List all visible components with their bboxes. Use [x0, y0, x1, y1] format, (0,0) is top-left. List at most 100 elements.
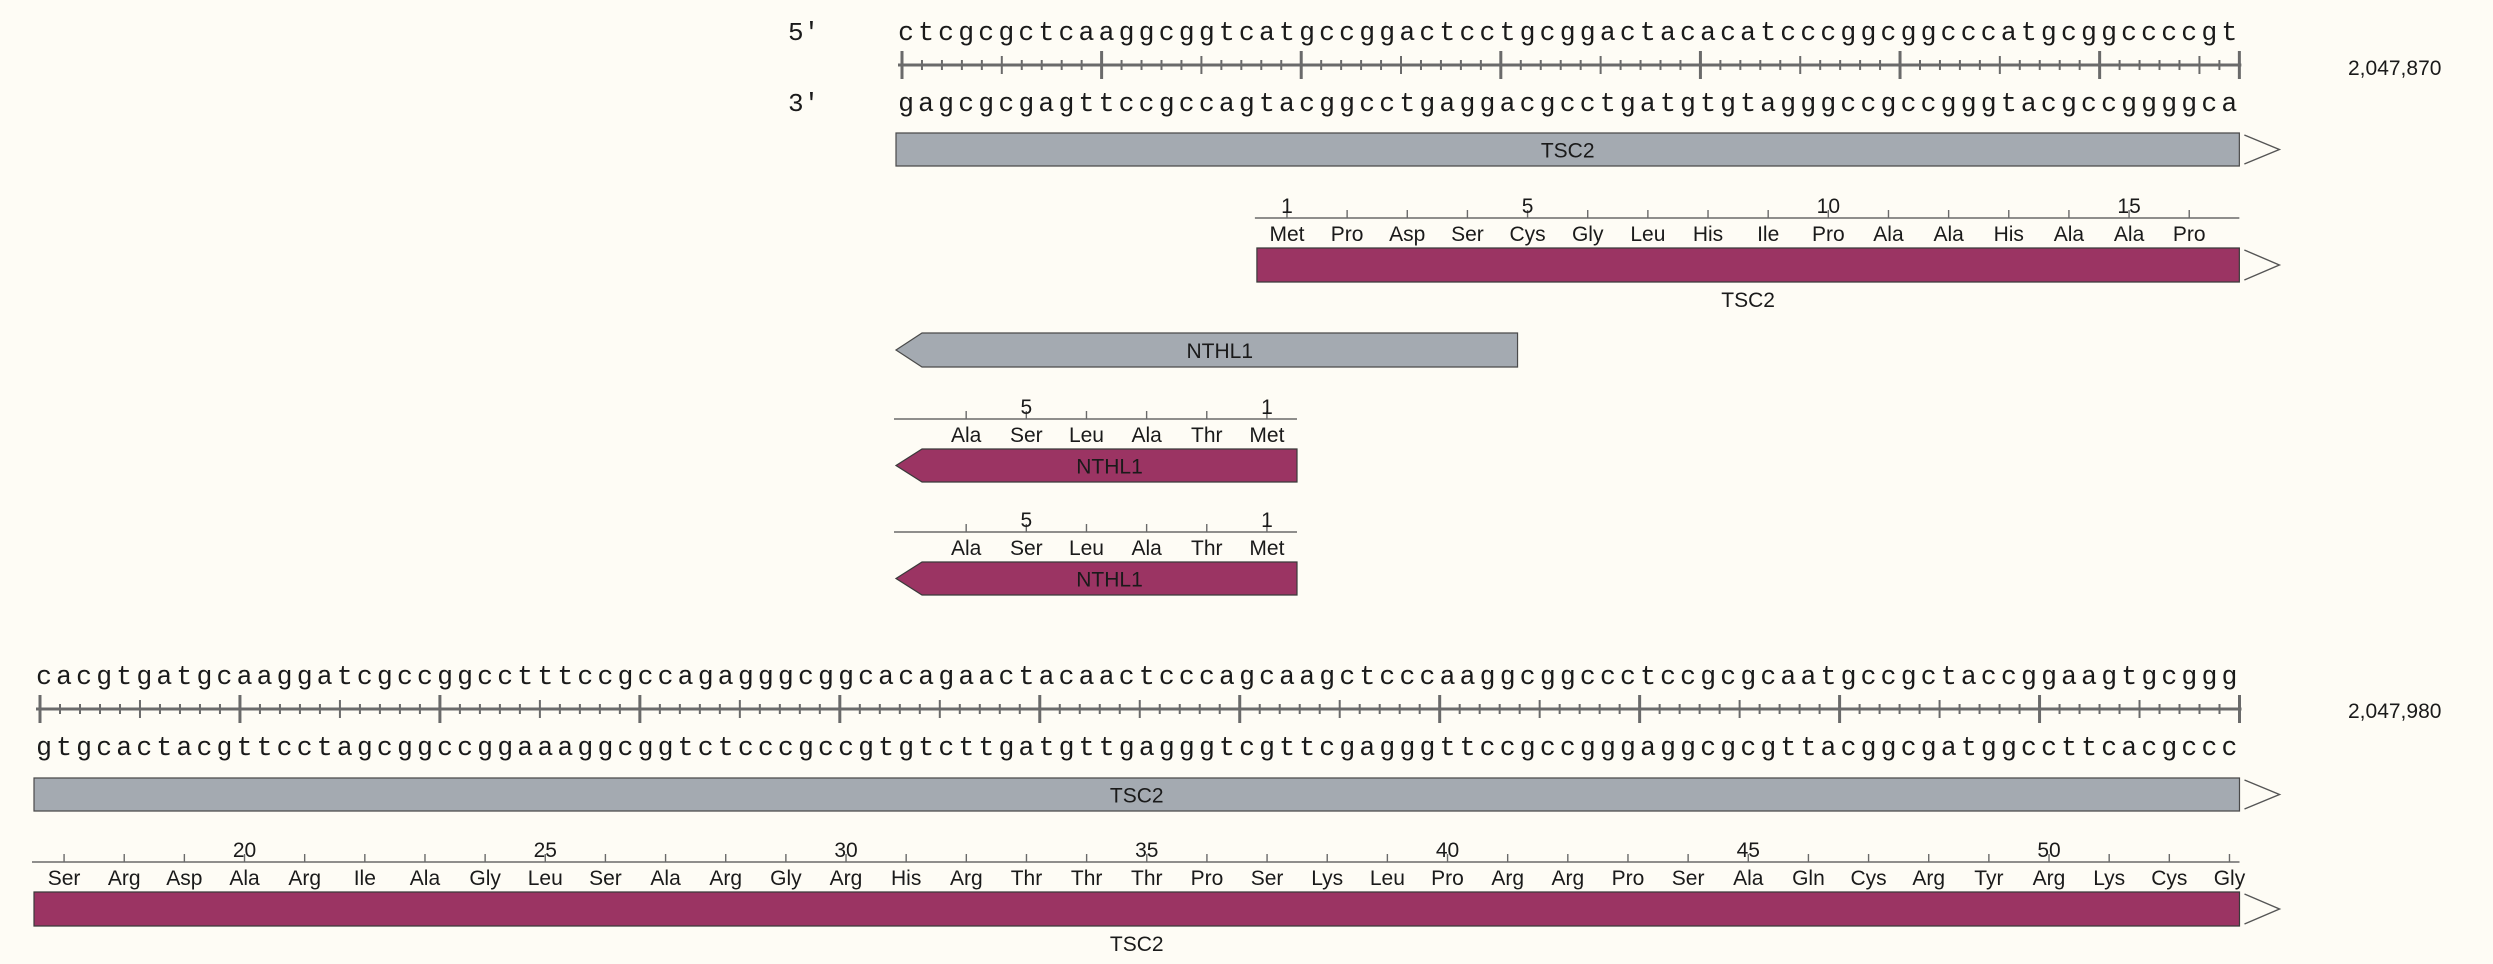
bottom-strand-base: c [758, 733, 774, 763]
bottom-strand-base: g [577, 733, 593, 763]
top-strand-base: c [1620, 662, 1636, 692]
top-strand-base: c [497, 662, 513, 692]
top-strand-base: g [2101, 18, 2117, 48]
residue-number: 20 [233, 839, 256, 862]
bottom-strand-base: g [898, 89, 914, 119]
bottom-strand-base: g [2121, 89, 2137, 119]
top-strand-base: a [1700, 18, 1716, 48]
top-strand-base: c [1058, 18, 1074, 48]
bottom-strand-base: g [1760, 733, 1776, 763]
bottom-strand-base: t [1700, 89, 1716, 119]
top-strand-base: c [1861, 662, 1877, 692]
cds-bar-tsc2[interactable] [1256, 247, 2240, 283]
bottom-strand-base: c [1901, 733, 1917, 763]
residue-number: 5 [1020, 509, 1032, 532]
top-strand-base: a [878, 662, 894, 692]
top-strand-base: c [417, 662, 433, 692]
top-strand-base: c [1800, 18, 1816, 48]
top-strand-base: g [1901, 18, 1917, 48]
top-strand-base: c [1680, 662, 1696, 692]
top-strand-base: t [337, 662, 353, 692]
bottom-strand-base: c [2081, 89, 2097, 119]
top-strand-base: t [1019, 662, 1035, 692]
top-strand-base: g [2141, 662, 2157, 692]
bottom-strand-base: t [1259, 89, 1275, 119]
top-strand-base: a [1039, 662, 1055, 692]
bottom-strand-base: c [778, 733, 794, 763]
top-strand-base: c [1981, 18, 1997, 48]
top-strand-base: c [1921, 662, 1937, 692]
bottom-strand-base: t [1079, 733, 1095, 763]
bottom-strand-base: g [638, 733, 654, 763]
top-strand-base: a [156, 662, 172, 692]
bottom-strand-base: c [2141, 733, 2157, 763]
amino-acid: Asp [166, 867, 202, 890]
top-strand-base: t [557, 662, 573, 692]
top-strand-base: t [1500, 18, 1516, 48]
amino-acid: Ser [1010, 537, 1043, 560]
amino-acid: Tyr [1974, 867, 2003, 890]
bottom-strand-base: a [176, 733, 192, 763]
bottom-strand-base: g [1480, 89, 1496, 119]
amino-acid: Ala [650, 867, 681, 890]
bottom-strand-base: g [477, 733, 493, 763]
bottom-strand-base: a [1279, 89, 1295, 119]
gene-bar-tsc2[interactable] [895, 132, 2240, 167]
bottom-strand-base: g [2181, 89, 2197, 119]
top-strand-base: c [1520, 662, 1536, 692]
bottom-strand-base: a [918, 89, 934, 119]
bottom-strand-base: g [1620, 89, 1636, 119]
top-strand-base: c [1379, 662, 1395, 692]
top-strand-base: c [2001, 662, 2017, 692]
top-strand-base: a [257, 662, 273, 692]
top-strand-base: c [1660, 662, 1676, 692]
top-strand-base: g [778, 662, 794, 692]
cds-bar-nthl1[interactable] [894, 561, 1298, 596]
bottom-strand-base: a [1640, 733, 1656, 763]
bottom-strand-base: c [96, 733, 112, 763]
amino-acid: Met [1249, 537, 1284, 560]
top-strand-base: c [217, 662, 233, 692]
top-strand-base: g [1520, 18, 1536, 48]
top-strand-base: c [1399, 662, 1415, 692]
bottom-strand-base: a [517, 733, 533, 763]
top-strand-base: t [918, 18, 934, 48]
gene-bar-tsc2[interactable] [33, 777, 2241, 812]
top-strand-base: t [1640, 662, 1656, 692]
bottom-strand-base: g [1119, 733, 1135, 763]
top-strand-base: a [1440, 662, 1456, 692]
top-strand-base: g [1319, 662, 1335, 692]
bottom-strand-base: g [1018, 89, 1034, 119]
bottom-strand-base: g [798, 733, 814, 763]
top-strand-base: a [1780, 662, 1796, 692]
bottom-strand-base: c [1560, 733, 1576, 763]
bottom-strand-base: a [337, 733, 353, 763]
bottom-strand-base: t [1299, 733, 1315, 763]
top-strand-base: a [1299, 662, 1315, 692]
amino-acid: Pro [1812, 223, 1845, 246]
top-strand-base: c [1179, 662, 1195, 692]
amino-acid: Ser [48, 867, 81, 890]
top-strand-base: c [898, 662, 914, 692]
cds-bar-tsc2[interactable] [33, 891, 2241, 927]
amino-acid: Leu [1370, 867, 1405, 890]
amino-acid: Arg [108, 867, 141, 890]
bottom-strand-base: g [1981, 89, 1997, 119]
top-strand-base: c [1981, 662, 1997, 692]
bottom-strand-base: t [678, 733, 694, 763]
top-strand-base: a [1600, 18, 1616, 48]
amino-acid: Cys [1509, 223, 1545, 246]
amino-acid: Ala [1733, 867, 1764, 890]
gene-bar-nthl1[interactable] [894, 332, 1519, 368]
bottom-strand-base: t [958, 733, 974, 763]
bottom-strand-base: g [357, 733, 373, 763]
feature-label: NTHL1 [1076, 456, 1143, 479]
top-strand-base: t [176, 662, 192, 692]
bottom-strand-base: g [1179, 733, 1195, 763]
bottom-strand-base: t [1440, 733, 1456, 763]
top-strand-base: c [658, 662, 674, 692]
amino-acid: Arg [1551, 867, 1584, 890]
cds-bar-nthl1[interactable] [894, 448, 1298, 483]
amino-acid: Ala [951, 424, 982, 447]
top-strand-base: g [2222, 662, 2238, 692]
